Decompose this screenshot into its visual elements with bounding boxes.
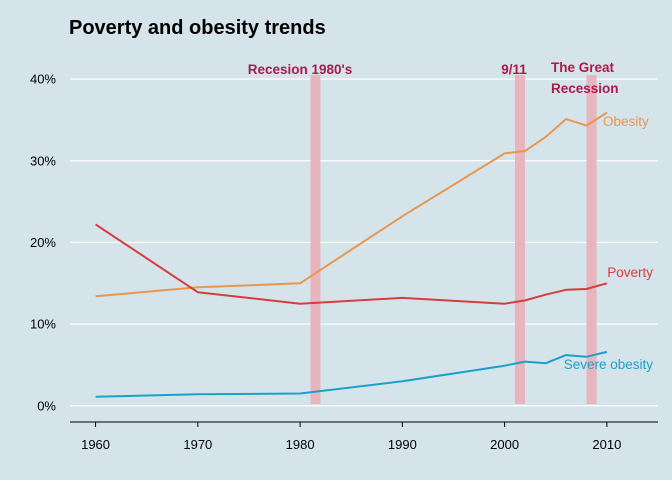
y-tick-label: 40% [30, 72, 56, 87]
x-tick-label: 2000 [490, 437, 519, 452]
band-label: 9/11 [501, 62, 527, 77]
event-band [586, 75, 597, 404]
series-label: Severe obesity [564, 357, 654, 372]
y-tick-label: 20% [30, 235, 56, 250]
series-line [95, 223, 608, 305]
x-tick-label: 1960 [81, 437, 110, 452]
chart-title: Poverty and obesity trends [69, 17, 326, 39]
series-label: Poverty [607, 265, 653, 280]
band-label: The Great Recession [551, 60, 619, 96]
event-bands [310, 75, 597, 404]
series-lines [95, 111, 608, 398]
band-label: Recesion 1980's [248, 62, 353, 77]
series-label: Obesity [603, 114, 649, 129]
event-band [514, 75, 525, 404]
y-tick-label: 30% [30, 153, 56, 168]
y-tick-label: 10% [30, 317, 56, 332]
x-tick-label: 1990 [388, 437, 417, 452]
series-line [95, 350, 608, 398]
x-tick-label: 1980 [286, 437, 315, 452]
series-line [95, 111, 608, 298]
x-tick-label: 2010 [592, 437, 621, 452]
axes: 0% 10% 20% 30% 40% 1960 1970 1980 1990 2000 2010 [30, 72, 658, 452]
event-band [310, 75, 321, 404]
y-tick-label: 0% [37, 398, 56, 413]
x-tick-label: 1970 [183, 437, 212, 452]
annotations: Obesity Poverty Severe obesity Recesion 198… [248, 60, 654, 372]
